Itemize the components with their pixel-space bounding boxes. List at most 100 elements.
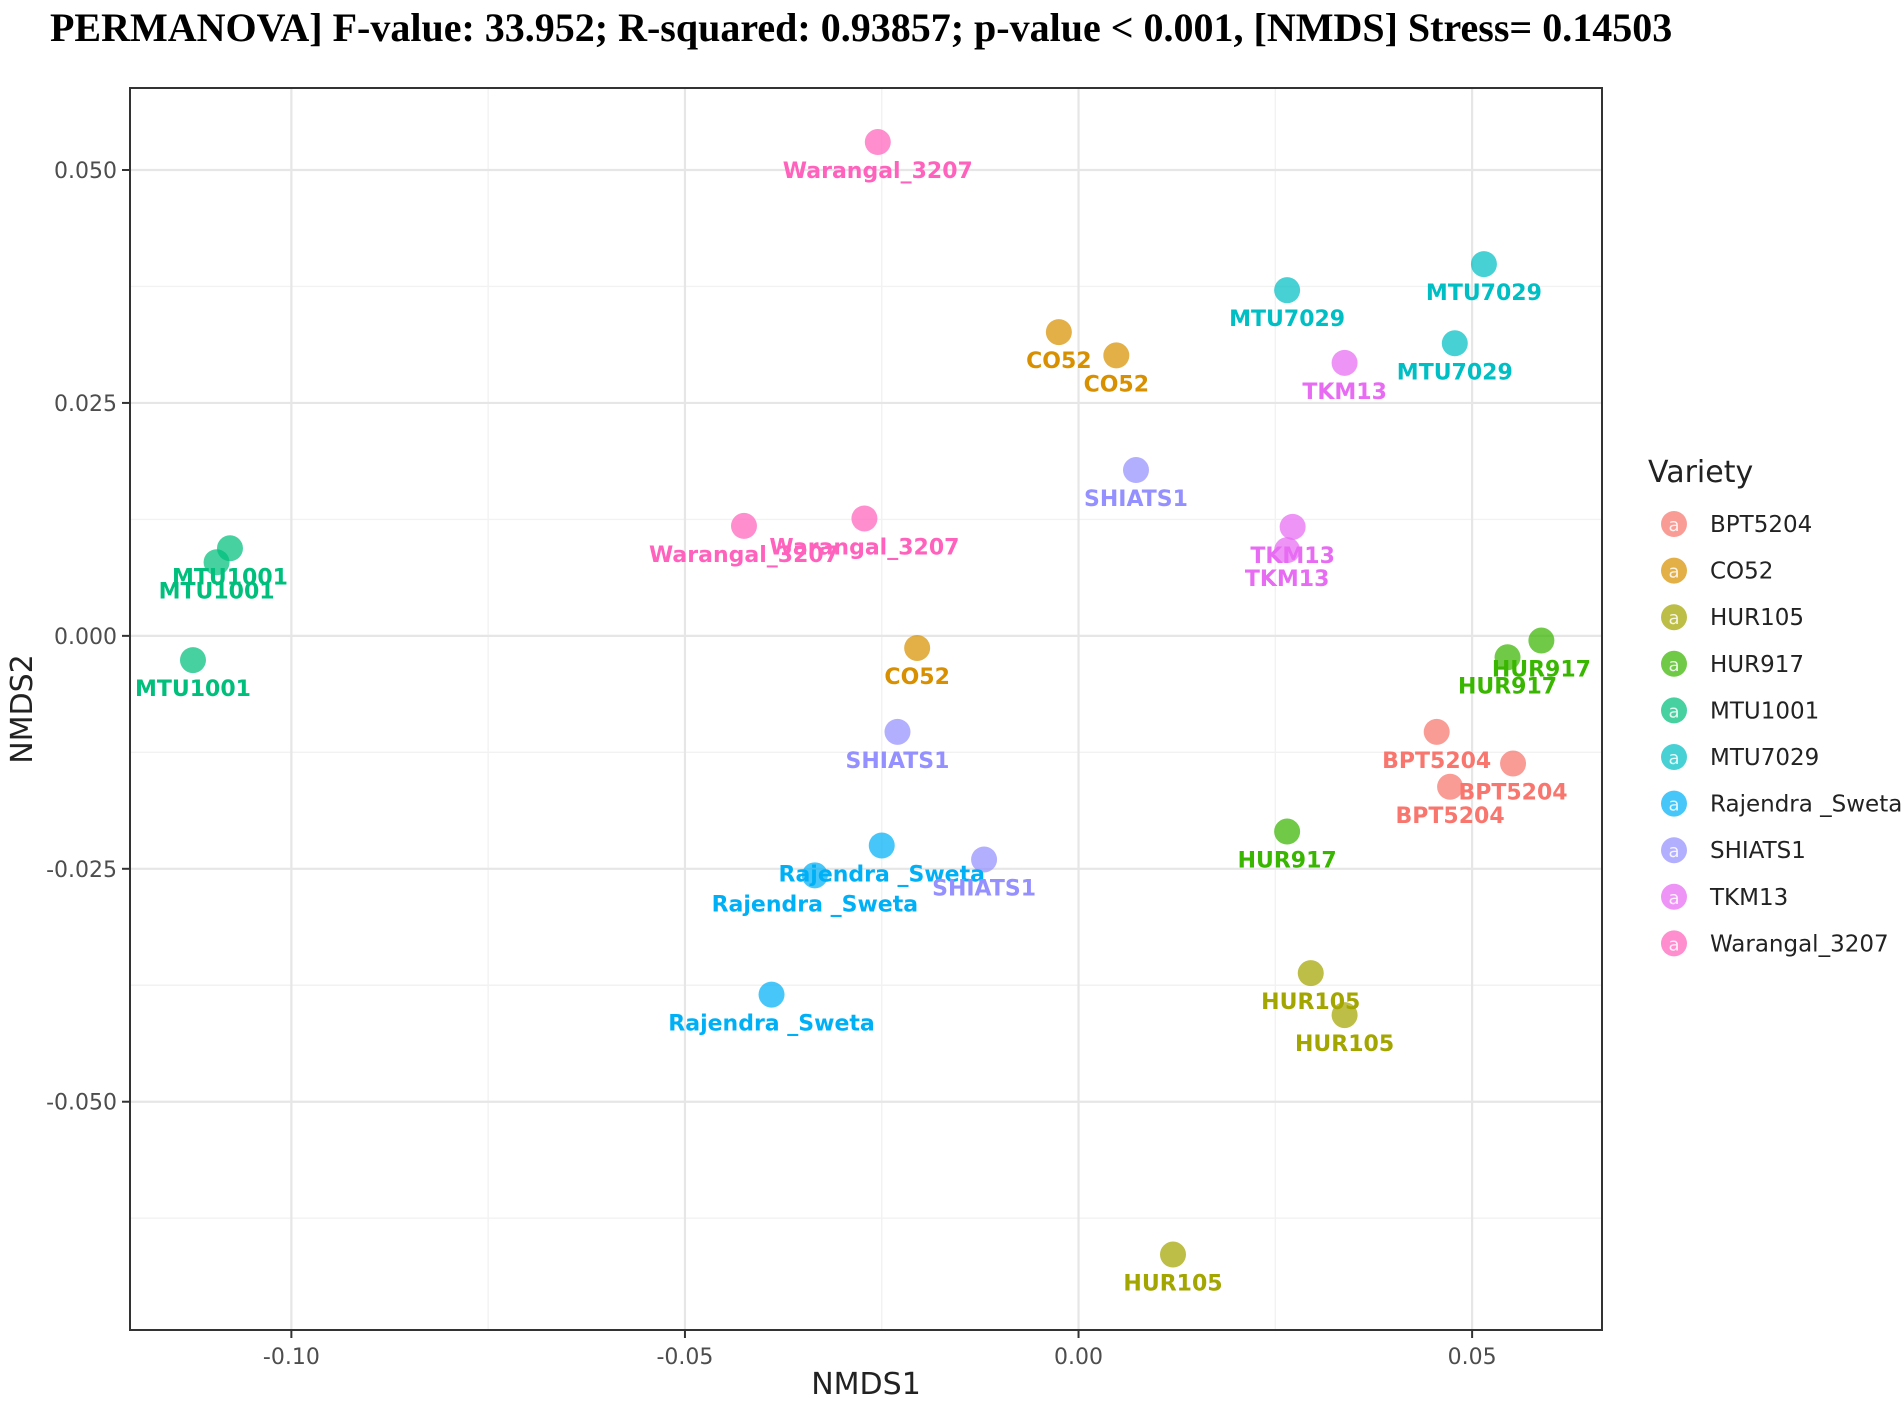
point-8-2 bbox=[1274, 537, 1301, 564]
data-points bbox=[179, 129, 1555, 1268]
point-label-7-1: SHIATS1 bbox=[846, 749, 950, 774]
point-label-5-2: MTU7029 bbox=[1397, 360, 1513, 385]
point-8-0 bbox=[1331, 349, 1358, 376]
legend-key-glyph-2: a bbox=[1668, 608, 1679, 629]
point-0-2 bbox=[1437, 773, 1464, 800]
legend-key-glyph-0: a bbox=[1668, 515, 1679, 536]
legend-key-0 bbox=[1661, 511, 1687, 537]
point-2-1 bbox=[1331, 1002, 1358, 1029]
legend-key-glyph-7: a bbox=[1668, 841, 1679, 862]
point-3-2 bbox=[1274, 818, 1301, 845]
point-7-2 bbox=[971, 846, 998, 873]
point-label-1-0: CO52 bbox=[1026, 349, 1091, 374]
y-axis-label: NMDS2 bbox=[5, 654, 40, 764]
legend-label-5: MTU7029 bbox=[1710, 745, 1819, 771]
legend-key-7 bbox=[1661, 837, 1687, 864]
point-6-2 bbox=[758, 981, 785, 1008]
point-label-6-2: Rajendra _Sweta bbox=[668, 1012, 874, 1037]
point-label-3-0: HUR917 bbox=[1492, 658, 1591, 683]
legend-key-2 bbox=[1661, 604, 1687, 631]
point-5-1 bbox=[1470, 251, 1497, 278]
point-3-1 bbox=[1494, 644, 1521, 671]
x-axis: -0.10 -0.05 0.00 0.05 bbox=[263, 1330, 1497, 1370]
legend-label-7: SHIATS1 bbox=[1710, 838, 1806, 864]
point-5-0 bbox=[1274, 277, 1301, 304]
legend-key-4 bbox=[1661, 697, 1687, 724]
y-tick-label-1: -0.025 bbox=[46, 858, 117, 883]
point-label-7-2: SHIATS1 bbox=[932, 876, 1036, 901]
point-label-1-2: CO52 bbox=[884, 665, 949, 690]
point-9-1 bbox=[730, 512, 757, 539]
point-label-9-1: Warangal_3207 bbox=[649, 543, 839, 568]
y-tick-label-3: 0.025 bbox=[54, 392, 117, 417]
chart-title: PERMANOVA] F-value: 33.952; R-squared: 0… bbox=[50, 5, 1673, 50]
legend-label-3: HUR917 bbox=[1710, 652, 1804, 678]
legend-label-4: MTU1001 bbox=[1710, 698, 1819, 724]
point-label-0-1: BPT5204 bbox=[1458, 781, 1567, 806]
legend-label-8: TKM13 bbox=[1709, 885, 1788, 911]
point-2-0 bbox=[1297, 960, 1324, 987]
point-label-4-1: MTU1001 bbox=[159, 579, 275, 604]
point-labels: BPT5204BPT5204BPT5204CO52CO52CO52HUR105H… bbox=[135, 159, 1591, 1296]
x-axis-label: NMDS1 bbox=[811, 1367, 921, 1402]
legend-label-1: CO52 bbox=[1710, 559, 1773, 585]
x-tick-label-0: -0.10 bbox=[263, 1345, 320, 1370]
legend-title: Variety bbox=[1648, 455, 1753, 490]
point-label-4-0: MTU1001 bbox=[172, 565, 288, 590]
point-9-2 bbox=[851, 505, 878, 532]
legend-key-glyph-3: a bbox=[1668, 655, 1679, 676]
point-label-0-0: BPT5204 bbox=[1382, 749, 1491, 774]
y-tick-label-2: 0.000 bbox=[54, 625, 117, 650]
point-5-2 bbox=[1441, 330, 1468, 357]
point-7-0 bbox=[1122, 457, 1149, 484]
point-label-9-0: Warangal_3207 bbox=[783, 159, 973, 184]
point-1-0 bbox=[1045, 319, 1072, 346]
x-tick-label-3: 0.05 bbox=[1448, 1345, 1497, 1370]
point-7-1 bbox=[884, 718, 911, 745]
point-label-2-0: HUR105 bbox=[1261, 990, 1360, 1015]
point-label-4-2: MTU1001 bbox=[135, 677, 251, 702]
x-tick-label-1: -0.05 bbox=[656, 1345, 713, 1370]
legend-key-glyph-6: a bbox=[1668, 795, 1679, 816]
point-label-6-1: Rajendra _Sweta bbox=[712, 892, 918, 917]
point-3-0 bbox=[1528, 627, 1555, 654]
y-axis: -0.050 -0.025 0.000 0.025 0.050 bbox=[46, 159, 130, 1116]
legend-label-6: Rajendra _Sweta bbox=[1710, 792, 1902, 818]
point-label-6-0: Rajendra _Sweta bbox=[779, 862, 985, 887]
y-tick-label-4: 0.050 bbox=[54, 159, 117, 184]
point-0-0 bbox=[1423, 718, 1450, 745]
legend-key-6 bbox=[1661, 790, 1687, 817]
point-4-2 bbox=[179, 647, 206, 674]
legend-key-glyph-1: a bbox=[1668, 562, 1679, 583]
legend-key-5 bbox=[1661, 744, 1687, 770]
legend-key-glyph-4: a bbox=[1668, 701, 1679, 722]
legend-key-glyph-5: a bbox=[1668, 748, 1679, 769]
point-8-1 bbox=[1279, 513, 1306, 540]
y-tick-label-0: -0.050 bbox=[46, 1091, 117, 1116]
point-2-2 bbox=[1159, 1241, 1186, 1268]
legend-key-9 bbox=[1661, 930, 1687, 957]
point-label-1-1: CO52 bbox=[1084, 372, 1149, 397]
point-label-7-0: SHIATS1 bbox=[1084, 487, 1188, 512]
point-6-1 bbox=[801, 862, 828, 889]
point-label-8-2: TKM13 bbox=[1245, 567, 1330, 592]
legend-key-glyph-9: a bbox=[1668, 934, 1679, 955]
legend-key-glyph-8: a bbox=[1668, 888, 1679, 909]
point-1-2 bbox=[904, 634, 931, 661]
point-6-0 bbox=[868, 832, 895, 859]
point-label-5-1: MTU7029 bbox=[1426, 281, 1542, 306]
legend-key-8 bbox=[1661, 883, 1687, 910]
point-0-1 bbox=[1500, 750, 1527, 777]
major-gridlines bbox=[130, 88, 1602, 1330]
plot-panel-border bbox=[129, 87, 1603, 1331]
legend-label-0: BPT5204 bbox=[1710, 512, 1812, 538]
point-label-2-1: HUR105 bbox=[1295, 1032, 1394, 1057]
legend-label-2: HUR105 bbox=[1710, 605, 1804, 631]
point-label-2-2: HUR105 bbox=[1123, 1272, 1222, 1297]
point-label-3-2: HUR917 bbox=[1238, 849, 1337, 874]
point-label-5-0: MTU7029 bbox=[1229, 307, 1345, 332]
x-tick-label-2: 0.00 bbox=[1054, 1345, 1103, 1370]
point-1-1 bbox=[1103, 342, 1130, 369]
legend-label-9: Warangal_3207 bbox=[1710, 931, 1889, 957]
